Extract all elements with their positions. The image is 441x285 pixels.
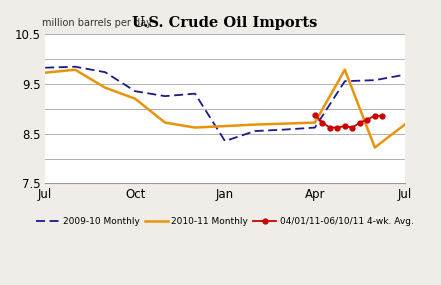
Line: 2009-10 Monthly: 2009-10 Monthly	[45, 67, 405, 141]
2009-10 Monthly	[312, 126, 318, 129]
Legend: 2009-10 Monthly, 2010-11 Monthly, 04/01/11-06/10/11 4-wk. Avg.: 2009-10 Monthly, 2010-11 Monthly, 04/01/…	[33, 213, 417, 230]
04/01/11-06/10/11 4-wk. Avg.	[357, 121, 363, 124]
04/01/11-06/10/11 4-wk. Avg.	[365, 118, 370, 121]
2010-11 Monthly	[162, 121, 168, 124]
2009-10 Monthly	[342, 80, 348, 83]
2009-10 Monthly	[132, 89, 138, 93]
2010-11 Monthly	[402, 123, 407, 126]
2010-11 Monthly	[282, 122, 288, 125]
2009-10 Monthly	[42, 66, 48, 70]
2009-10 Monthly	[372, 78, 377, 82]
04/01/11-06/10/11 4-wk. Avg.	[342, 124, 348, 128]
04/01/11-06/10/11 4-wk. Avg.	[372, 114, 377, 117]
2010-11 Monthly	[192, 126, 198, 129]
Line: 2010-11 Monthly: 2010-11 Monthly	[45, 70, 405, 148]
04/01/11-06/10/11 4-wk. Avg.	[320, 121, 325, 124]
2010-11 Monthly	[252, 123, 258, 126]
04/01/11-06/10/11 4-wk. Avg.	[350, 126, 355, 129]
2009-10 Monthly	[402, 73, 407, 76]
04/01/11-06/10/11 4-wk. Avg.	[327, 126, 333, 129]
2010-11 Monthly	[342, 68, 348, 72]
Text: million barrels per day: million barrels per day	[41, 18, 151, 28]
2010-11 Monthly	[72, 68, 78, 72]
2009-10 Monthly	[72, 65, 78, 68]
2010-11 Monthly	[102, 86, 108, 89]
Title: U.S. Crude Oil Imports: U.S. Crude Oil Imports	[132, 16, 318, 30]
2009-10 Monthly	[252, 129, 258, 133]
04/01/11-06/10/11 4-wk. Avg.	[380, 114, 385, 118]
04/01/11-06/10/11 4-wk. Avg.	[312, 113, 318, 116]
2009-10 Monthly	[162, 94, 168, 98]
2009-10 Monthly	[102, 70, 108, 74]
Line: 04/01/11-06/10/11 4-wk. Avg.: 04/01/11-06/10/11 4-wk. Avg.	[312, 112, 385, 130]
2010-11 Monthly	[132, 97, 138, 100]
04/01/11-06/10/11 4-wk. Avg.	[335, 126, 340, 129]
2009-10 Monthly	[192, 92, 198, 95]
2010-11 Monthly	[312, 121, 318, 124]
2010-11 Monthly	[372, 146, 377, 149]
2010-11 Monthly	[42, 71, 48, 74]
2009-10 Monthly	[222, 139, 228, 143]
2010-11 Monthly	[222, 124, 228, 128]
2009-10 Monthly	[282, 128, 288, 131]
